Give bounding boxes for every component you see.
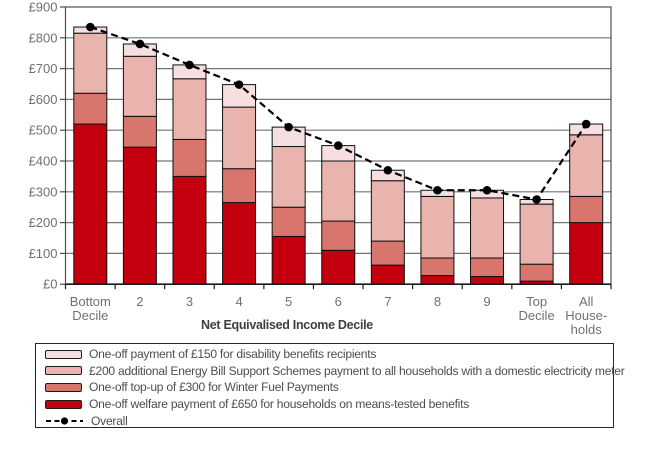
overall-point-8 xyxy=(482,185,492,195)
bar-segment-2-1 xyxy=(172,138,207,177)
x-category-label: 9 xyxy=(483,294,490,309)
overall-point-1 xyxy=(135,39,145,49)
legend-label: One-off welfare payment of £650 for hous… xyxy=(89,397,470,412)
legend-row: One-off top-up of £300 for Winter Fuel P… xyxy=(45,379,613,396)
stacked-bar-chart: £0 £100 £200 £300 £400 £500 £600 £700 £800 £900 Bo… xyxy=(29,0,612,337)
legend-label: One-off payment of £150 for disability b… xyxy=(89,347,377,362)
x-category-label: Decile xyxy=(72,308,108,323)
x-category-label: 2 xyxy=(136,294,143,309)
bar-segment-10-0 xyxy=(569,222,604,285)
bar-segment-5-0 xyxy=(321,249,356,285)
overall-point-6 xyxy=(383,165,393,175)
y-tick-label: £0 xyxy=(43,277,57,292)
bar-segment-8-2 xyxy=(470,197,505,259)
overall-point-5 xyxy=(333,141,343,150)
legend-swatch-2 xyxy=(45,382,82,392)
bar-segment-1-2 xyxy=(122,55,157,117)
x-axis-title: Net Equivalised Income Decile xyxy=(201,318,373,332)
legend-swatch-0 xyxy=(45,349,82,359)
x-category-label: holds xyxy=(571,322,603,337)
y-tick-label: £800 xyxy=(29,30,58,45)
bar-segment-1-0 xyxy=(122,146,157,285)
bar-segment-6-1 xyxy=(370,240,405,266)
x-category-label: 5 xyxy=(285,294,292,309)
legend-label: One-off top-up of £300 for Winter Fuel P… xyxy=(89,380,339,395)
bar-segment-3-2 xyxy=(222,106,257,170)
x-category-label: 4 xyxy=(235,294,242,309)
y-tick-label: £200 xyxy=(29,215,58,230)
bar-segment-8-1 xyxy=(470,257,505,277)
bar-segment-4-2 xyxy=(271,146,306,208)
bar-segment-6-2 xyxy=(370,180,405,242)
bar-segment-3-1 xyxy=(222,168,257,204)
overall-point-7 xyxy=(433,185,442,195)
x-category-label: 3 xyxy=(186,294,193,309)
legend-swatch-1 xyxy=(45,366,82,376)
bar-segment-9-2 xyxy=(519,203,554,265)
overall-point-9 xyxy=(532,195,541,204)
y-tick-label: £600 xyxy=(29,92,58,107)
bar-segment-8-0 xyxy=(470,276,505,285)
x-category-label: 7 xyxy=(384,294,391,309)
y-tick-label: £500 xyxy=(29,123,58,138)
y-tick-label: £700 xyxy=(29,61,58,76)
y-tick-label: £900 xyxy=(29,0,58,15)
legend-row: One-off payment of £150 for disability b… xyxy=(45,346,613,363)
bar-segment-4-1 xyxy=(271,206,306,237)
bar-segment-5-2 xyxy=(321,160,356,222)
bar-segment-7-1 xyxy=(420,257,455,277)
legend-label: £200 additional Energy Bill Support Sche… xyxy=(89,363,625,378)
bar-segment-10-1 xyxy=(569,195,604,224)
bar-segment-3-0 xyxy=(222,202,257,285)
bar-segment-7-0 xyxy=(420,275,455,285)
x-category-label: House- xyxy=(565,308,607,323)
bar-segment-4-0 xyxy=(271,235,306,285)
overall-point-10 xyxy=(581,119,591,129)
bar-segment-0-1 xyxy=(73,92,108,125)
y-tick-label: £400 xyxy=(29,154,58,169)
x-category-label: Bottom xyxy=(70,294,111,309)
bar-segment-2-0 xyxy=(172,175,207,285)
bar-segment-9-1 xyxy=(519,263,554,282)
overall-point-4 xyxy=(284,122,293,132)
x-category-label: 6 xyxy=(335,294,342,309)
bar-segment-2-2 xyxy=(172,78,207,140)
bar-segment-1-1 xyxy=(122,115,157,148)
overall-point-3 xyxy=(234,80,244,89)
y-tick-label: £300 xyxy=(29,184,58,199)
legend-swatch-3 xyxy=(45,399,82,409)
bar-segment-6-0 xyxy=(370,264,405,285)
bar-segment-10-2 xyxy=(569,134,604,197)
x-category-label: Top xyxy=(526,294,547,309)
overall-dashed-line-icon xyxy=(46,417,83,425)
bar-segment-5-1 xyxy=(321,220,356,251)
bar-segment-7-2 xyxy=(420,195,455,259)
overall-point-0 xyxy=(85,22,95,32)
legend-row: Overall xyxy=(45,412,613,429)
bar-segment-0-0 xyxy=(73,123,108,285)
y-tick-label: £100 xyxy=(29,246,58,261)
legend-row: £200 additional Energy Bill Support Sche… xyxy=(45,363,625,380)
legend-row: One-off welfare payment of £650 for hous… xyxy=(45,396,613,413)
chart-legend: One-off payment of £150 for disability b… xyxy=(35,343,625,429)
bar-segment-0-2 xyxy=(73,32,108,94)
overall-point-2 xyxy=(185,60,194,70)
x-category-label: All xyxy=(579,294,594,309)
x-category-label: Decile xyxy=(519,308,555,323)
x-category-label: 8 xyxy=(434,294,441,309)
legend-label: Overall xyxy=(91,413,128,428)
